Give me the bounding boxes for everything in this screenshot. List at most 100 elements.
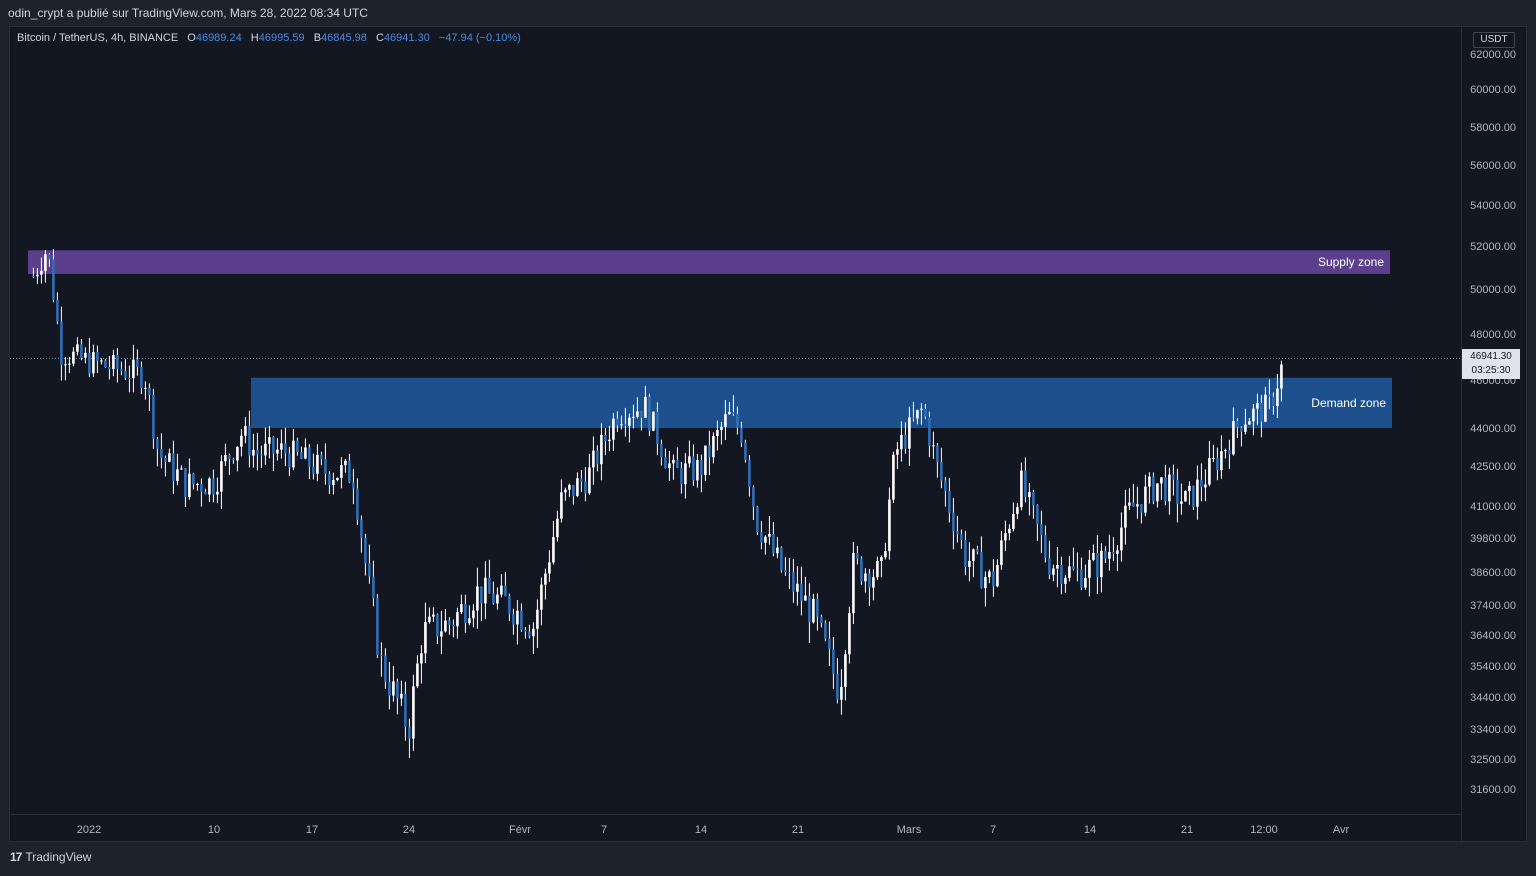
candle-body <box>784 570 787 573</box>
candle-body <box>404 693 407 728</box>
candle-body <box>156 438 159 449</box>
candle-body <box>356 488 359 520</box>
time-tick-label: 7 <box>990 824 996 836</box>
time-tick-label: 17 <box>306 824 318 836</box>
last-price-value: 46941.30 <box>1470 351 1512 362</box>
candle-body <box>732 411 735 414</box>
price-axis-divider <box>1461 27 1462 841</box>
low-value: 46845.98 <box>321 32 367 44</box>
candle-body <box>656 411 659 445</box>
candle-body <box>1232 420 1235 455</box>
candle-body <box>564 489 567 493</box>
candle-body <box>412 686 415 739</box>
candle-body <box>296 440 299 453</box>
candle-body <box>744 442 747 460</box>
time-tick-label: 21 <box>1181 824 1193 836</box>
chart-pane[interactable] <box>9 26 1527 842</box>
candle-body <box>492 593 495 604</box>
candle-body <box>1080 569 1083 588</box>
candle-body <box>788 572 791 574</box>
symbol-legend: Bitcoin / TetherUS, 4h, BINANCE O46989.2… <box>17 32 521 44</box>
candle-body <box>1096 552 1099 578</box>
candle-body <box>832 648 835 675</box>
candle-body <box>152 394 155 439</box>
candle-body <box>596 450 599 465</box>
candle-body <box>860 558 863 582</box>
candle-body <box>80 344 83 358</box>
candle-body <box>1276 388 1279 407</box>
candle-body <box>996 564 999 587</box>
candle-body <box>652 411 655 431</box>
candle-body <box>848 613 851 655</box>
candle-body <box>1004 533 1007 541</box>
footer-brand[interactable]: 17 TradingView <box>10 850 91 864</box>
candle-body <box>68 363 71 365</box>
time-tick-label: 24 <box>403 824 415 836</box>
candle-body <box>428 616 431 622</box>
candle-body <box>304 447 307 459</box>
candle-body <box>576 478 579 497</box>
candle-body <box>1036 505 1039 525</box>
candle-body <box>348 460 351 483</box>
candle-body <box>1084 577 1087 588</box>
candle-body <box>528 631 531 637</box>
candle-body <box>1000 540 1003 565</box>
candle-body <box>1048 558 1051 575</box>
candle-body <box>40 270 43 275</box>
candle-body <box>812 598 815 623</box>
candle-body <box>688 456 691 464</box>
candle-body <box>916 410 919 419</box>
candle-body <box>52 259 55 300</box>
candle-body <box>548 562 551 574</box>
candle-body <box>864 573 867 582</box>
candle-body <box>368 563 371 577</box>
candle-body <box>760 532 763 543</box>
candle-body <box>884 551 887 558</box>
candle-body <box>472 610 475 619</box>
candle-body <box>628 417 631 426</box>
candle-body <box>1188 485 1191 491</box>
candle-body <box>712 436 715 458</box>
price-tick-label: 54000.00 <box>1470 200 1516 212</box>
candle-body <box>908 417 911 449</box>
time-tick-label: 2022 <box>77 824 101 836</box>
candle-body <box>748 459 751 488</box>
candle-body <box>420 653 423 664</box>
candle-body <box>1184 490 1187 502</box>
candle-body <box>704 445 707 475</box>
candle-body <box>904 435 907 449</box>
price-tick-label: 58000.00 <box>1470 122 1516 134</box>
currency-button[interactable]: USDT <box>1473 32 1515 48</box>
candle-body <box>580 478 583 482</box>
candle-body <box>924 408 927 417</box>
candle-body <box>964 540 967 567</box>
candle-body <box>460 604 463 613</box>
candle-body <box>1020 470 1023 508</box>
candle-body <box>320 454 323 460</box>
time-tick-label: 14 <box>1084 824 1096 836</box>
price-tick-label: 60000.00 <box>1470 84 1516 96</box>
candle-body <box>1100 550 1103 578</box>
candle-body <box>632 416 635 418</box>
candle-body <box>400 693 403 699</box>
candle-body <box>1136 504 1139 507</box>
candle-body <box>556 518 559 538</box>
candle-body <box>332 480 335 486</box>
symbol-name: Bitcoin / TetherUS, 4h, BINANCE <box>17 32 179 44</box>
tradingview-logo-icon: 17 <box>10 850 22 864</box>
candle-body <box>232 458 235 461</box>
candle-body <box>1208 458 1211 485</box>
candle-body <box>212 478 215 495</box>
candle-body <box>188 473 191 498</box>
candle-body <box>288 453 291 468</box>
candle-body <box>940 461 943 481</box>
candle-body <box>948 491 951 513</box>
candle-body <box>872 577 875 588</box>
price-tick-label: 41000.00 <box>1470 501 1516 513</box>
candle-body <box>740 427 743 443</box>
time-axis-divider <box>10 814 1461 815</box>
candle-body <box>752 487 755 508</box>
candle-body <box>344 460 347 466</box>
price-tick-label: 35400.00 <box>1470 661 1516 673</box>
